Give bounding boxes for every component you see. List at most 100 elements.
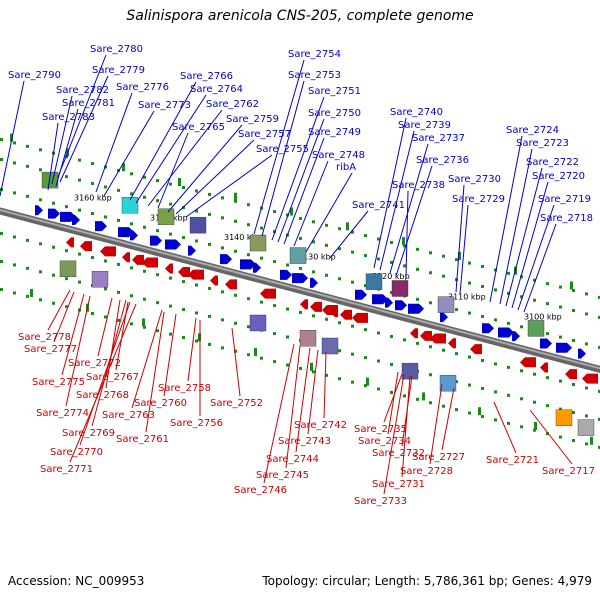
track-dot xyxy=(546,332,549,336)
track-dot xyxy=(325,243,328,247)
reverse-gene-leader xyxy=(145,311,165,433)
forward-gene-arrow xyxy=(253,262,261,273)
feature-box xyxy=(527,320,545,337)
track-dot xyxy=(520,325,523,329)
track-dot xyxy=(234,321,237,325)
track-dot xyxy=(377,387,380,391)
track-dot xyxy=(39,148,42,152)
reverse-gene-leader xyxy=(131,309,163,409)
track-dot xyxy=(156,199,159,203)
track-dot xyxy=(481,358,484,362)
track-dot xyxy=(533,372,536,376)
track-dot xyxy=(351,324,354,328)
reverse-gene-arrow xyxy=(565,369,577,380)
track-dot xyxy=(468,261,471,265)
feature-box xyxy=(437,296,455,313)
track-dot xyxy=(195,239,198,243)
reverse-gene-leader xyxy=(295,347,311,453)
feature-box xyxy=(391,280,409,297)
track-dot xyxy=(117,318,120,322)
scale-tick-mark xyxy=(366,377,369,386)
forward-gene-arrow xyxy=(440,312,448,323)
track-dot xyxy=(208,342,211,346)
track-dot xyxy=(78,252,81,256)
track-dot xyxy=(221,318,224,322)
forward-gene-arrow xyxy=(150,235,162,246)
track-dot xyxy=(598,345,600,349)
forward-gene-leader xyxy=(95,92,133,193)
track-dot xyxy=(52,273,55,277)
track-dot xyxy=(39,242,42,246)
forward-gene-leader xyxy=(505,167,543,307)
reverse-gene-label: Sare_2758 xyxy=(158,383,211,394)
track-dot xyxy=(26,164,29,168)
reverse-gene-label: Sare_2743 xyxy=(278,436,331,447)
forward-gene-label: Sare_2773 xyxy=(138,100,191,111)
forward-gene-arrow xyxy=(310,277,318,288)
forward-gene-label: ribA xyxy=(336,162,356,173)
track-dot xyxy=(169,276,172,280)
track-dot xyxy=(533,428,536,432)
track-dot xyxy=(585,292,588,296)
track-dot xyxy=(273,304,276,308)
track-dot xyxy=(195,311,198,315)
track-dot xyxy=(507,365,510,369)
track-dot xyxy=(572,383,575,387)
track-dot xyxy=(221,246,224,250)
track-dot xyxy=(598,389,600,393)
forward-gene-label: Sare_2779 xyxy=(92,65,145,76)
track-dot xyxy=(390,390,393,394)
track-dot xyxy=(169,332,172,336)
reverse-gene-label: Sare_2728 xyxy=(400,466,453,477)
track-dot xyxy=(520,295,523,299)
track-dot xyxy=(208,212,211,216)
track-dot xyxy=(364,234,367,238)
reverse-gene-label: Sare_2742 xyxy=(294,420,347,431)
track-dot xyxy=(65,305,68,309)
scale-tick-mark xyxy=(142,318,145,327)
track-dot xyxy=(533,278,536,282)
track-dot xyxy=(234,199,237,203)
track-dot xyxy=(416,397,419,401)
forward-gene-label: Sare_2737 xyxy=(412,133,465,144)
track-dot xyxy=(494,362,497,366)
track-dot xyxy=(377,237,380,241)
track-dot xyxy=(598,295,600,299)
feature-box xyxy=(365,273,383,290)
track-dot xyxy=(494,418,497,422)
forward-gene-label: Sare_2719 xyxy=(538,194,591,205)
feature-box xyxy=(157,208,175,225)
track-dot xyxy=(286,335,289,339)
track-dot xyxy=(221,196,224,200)
reverse-gene-label: Sare_2735 xyxy=(354,424,407,435)
track-dot xyxy=(104,315,107,319)
track-dot xyxy=(78,158,81,162)
reverse-gene-label: Sare_2760 xyxy=(134,398,187,409)
forward-gene-arrow xyxy=(292,273,308,284)
track-dot xyxy=(416,267,419,271)
reverse-gene-leader xyxy=(187,317,197,382)
track-dot xyxy=(91,312,94,316)
reverse-gene-label: Sare_2768 xyxy=(76,390,129,401)
forward-gene-label: Sare_2739 xyxy=(398,120,451,131)
track-dot xyxy=(117,188,120,192)
track-dot xyxy=(195,189,198,193)
track-dot xyxy=(91,212,94,216)
track-dot xyxy=(416,247,419,251)
reverse-gene-label: Sare_2727 xyxy=(412,452,465,463)
track-dot xyxy=(208,242,211,246)
track-dot xyxy=(156,273,159,277)
track-dot xyxy=(351,380,354,384)
reverse-gene-label: Sare_2744 xyxy=(266,454,319,465)
forward-gene-label: Sare_2781 xyxy=(62,98,115,109)
genes-value: 4,979 xyxy=(557,574,592,588)
forward-gene-leader xyxy=(455,184,465,293)
track-dot xyxy=(585,414,588,418)
reverse-gene-label: Sare_2746 xyxy=(234,485,287,496)
track-dot xyxy=(585,386,588,390)
accession-value: NC_009953 xyxy=(75,574,145,588)
track-dot xyxy=(494,390,497,394)
forward-gene-leader xyxy=(47,122,59,191)
track-dot xyxy=(104,215,107,219)
forward-gene-arrow xyxy=(95,221,107,232)
